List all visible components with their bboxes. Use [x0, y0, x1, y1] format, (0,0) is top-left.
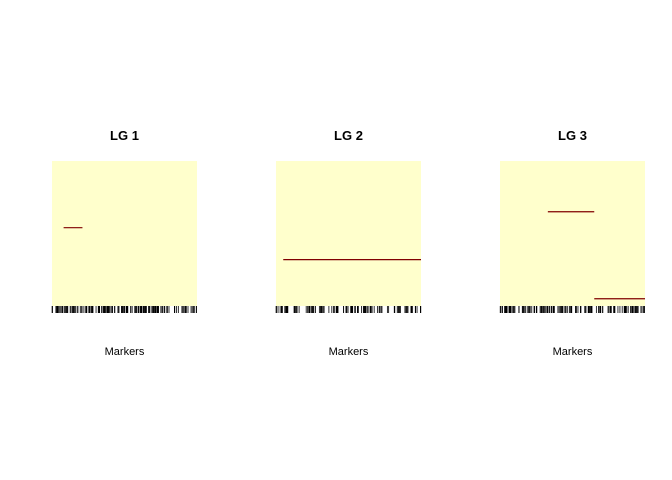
plot-area: [276, 161, 421, 306]
panel-title: LG 1: [110, 128, 139, 143]
panel-lg-2: LG 2 Markers: [275, 128, 422, 358]
marker-rug: [275, 306, 422, 313]
panel-lg-1: LG 1 Markers: [51, 128, 197, 358]
panel-lg-3: LG 3 Markers: [499, 128, 645, 358]
panel-title: LG 2: [334, 128, 363, 143]
x-axis-label: Markers: [329, 346, 369, 358]
plot-area: [500, 161, 645, 306]
marker-rug: [499, 306, 645, 313]
x-axis-label: Markers: [553, 346, 593, 358]
plot-area: [52, 161, 197, 306]
panel-title: LG 3: [558, 128, 587, 143]
marker-rug: [51, 306, 197, 313]
x-axis-label: Markers: [105, 346, 145, 358]
